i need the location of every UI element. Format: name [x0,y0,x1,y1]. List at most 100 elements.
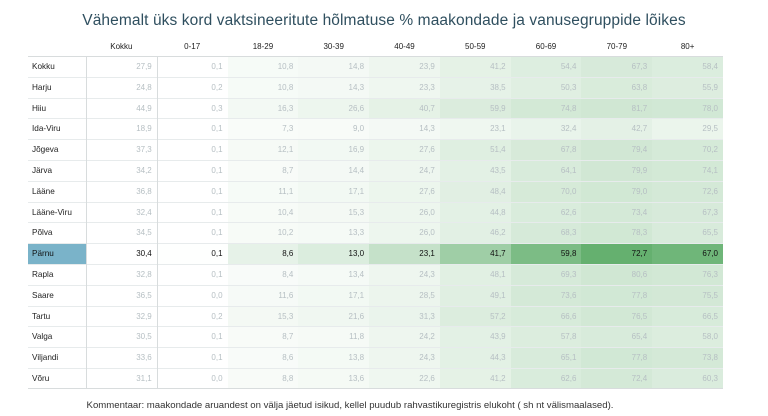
heatmap-cell: 44,8 [439,202,511,223]
table-row[interactable]: Lääne-Viru 32,4 0,1 10,4 15,3 26,0 44,8 62,6 73,… [28,201,723,223]
row-label[interactable]: Võru [32,373,50,383]
row-label[interactable]: Kokku [32,62,55,71]
heatmap-cell: 0,1 [156,264,228,285]
table-row[interactable]: Põlva 34,5 0,1 10,2 13,3 26,0 46,2 68,3 78,3 65,5 [28,222,723,244]
row-label[interactable]: Jõgeva [32,145,59,155]
heatmap-cell: 11,8 [298,327,370,348]
heatmap-cell: 40,7 [369,98,440,119]
heatmap-cell: 73,8 [652,348,723,368]
heatmap-cell: 79,9 [581,160,653,181]
table-row[interactable]: Ida-Viru 18,9 0,1 7,3 9,0 14,3 23,1 32,4 42,7 29,… [28,118,723,140]
heatmap-cell: 44,9 [136,103,152,113]
heatmap-cell: 0,1 [156,244,228,264]
heatmap-cell: 0,1 [156,348,228,368]
heatmap-cell: 41,2 [439,368,511,388]
heatmap-cell: 14,4 [298,160,370,181]
heatmap-cell: 30,4 [136,249,152,259]
heatmap-cell: 65,4 [581,327,653,348]
heatmap-cell: 63,8 [581,77,653,98]
table-row[interactable]: Rapla 32,8 0,1 8,4 13,4 24,3 48,1 69,3 80,6 76,3 [28,263,723,285]
table-row[interactable]: Saare 36,5 0,0 11,6 17,1 28,5 49,1 73,6 77,8 75,5 [28,284,723,306]
column-header-18-29: 18-29 [252,42,274,51]
heatmap-cell: 74,1 [652,160,723,181]
table-row[interactable]: Viljandi 33,6 0,1 8,6 13,8 24,3 44,3 65,1 77,8 73… [28,347,723,368]
row-label[interactable]: Pärnu [28,244,86,264]
row-label[interactable]: Rapla [32,269,54,279]
row-label[interactable]: Lääne-Viru [32,207,72,217]
column-header-30-39: 30-39 [323,42,344,51]
heatmap-cell: 76,3 [652,264,723,285]
row-label[interactable]: Lääne [32,186,55,196]
heatmap-cell: 75,5 [652,285,723,306]
heatmap-cell: 76,5 [581,306,653,327]
table-row[interactable]: Hiiu 44,9 0,3 16,3 26,6 40,7 59,9 74,8 81,7 78,0 [28,97,723,119]
heatmap-cell: 46,2 [439,223,511,244]
row-label[interactable]: Viljandi [32,353,59,363]
heatmap-cell: 17,1 [298,285,370,306]
row-label[interactable]: Hiiu [32,103,47,113]
heatmap-cell: 0,1 [156,160,228,181]
table-row[interactable]: Pärnu 30,4 0,1 8,6 13,0 23,1 41,7 59,8 72,7 67,0 [28,243,723,264]
heatmap-cell: 15,3 [227,306,299,327]
heatmap-cell: 59,9 [439,98,511,119]
heatmap-cell: 24,3 [369,348,440,368]
heatmap-cell: 8,8 [227,368,299,388]
chart-title: Vähemalt üks kord vaktsineeritute hõlmat… [82,12,686,29]
table-row[interactable]: Harju 24,8 0,2 10,8 14,3 23,3 38,5 50,3 63,8 55,9 [28,76,723,98]
heatmap-cell: 0,1 [156,223,228,244]
table-row[interactable]: Järva 34,2 0,1 8,7 14,4 24,7 43,5 64,1 79,9 74,1 [28,159,723,181]
heatmap-cell: 16,3 [227,98,299,119]
heatmap-cell: 55,9 [652,77,723,98]
heatmap-cell: 9,0 [298,119,370,140]
heatmap-cell: 36,5 [136,290,152,300]
heatmap-cell: 65,5 [652,223,723,244]
column-header-0-17: 0-17 [184,42,201,51]
heatmap-cell: 11,1 [227,181,299,202]
table-row[interactable]: Jõgeva 37,3 0,1 12,1 16,9 27,6 51,4 67,8 79,4 70,… [28,139,723,160]
heatmap-cell: 18,9 [136,124,152,134]
heatmap-cell: 36,8 [136,186,152,196]
heatmap-cell: 16,9 [298,140,370,160]
heatmap-cell: 0,2 [156,306,228,327]
row-label[interactable]: Tartu [32,311,51,321]
table-row[interactable]: Valga 30,5 0,1 8,7 11,8 24,2 43,9 57,8 65,4 58,0 [28,326,723,348]
heatmap-cell: 73,6 [510,285,582,306]
column-header-40-49: 40-49 [394,42,415,51]
row-label[interactable]: Põlva [32,228,53,238]
heatmap-cell: 24,2 [369,327,440,348]
heatmap-cell: 24,8 [136,82,152,92]
heatmap-cell: 72,7 [581,244,653,264]
heatmap-cell: 81,7 [581,98,653,119]
heatmap-cell: 66,6 [510,306,582,327]
heatmap-cell: 13,4 [298,264,370,285]
table-row[interactable]: Võru 31,1 0,0 8,8 13,6 22,6 41,2 62,6 72,4 60,3 [28,367,723,389]
heatmap-cell: 72,6 [652,181,723,202]
heatmap-cell: 48,1 [439,264,511,285]
column-header-60-69: 60-69 [535,42,557,51]
heatmap-cell: 80,6 [581,264,653,285]
row-label[interactable]: Harju [32,82,52,92]
heatmap-cell: 68,3 [510,223,582,244]
heatmap-cell: 27,9 [136,62,152,71]
footer-comment: Kommentaar: maakondade aruandest on välj… [86,400,614,411]
heatmap-cell: 13,8 [298,348,370,368]
heatmap-cell: 60,3 [652,368,723,388]
heatmap-cell: 13,3 [298,223,370,244]
row-label[interactable]: Saare [32,290,54,300]
heatmap-cell: 62,6 [510,368,582,388]
table-row[interactable]: Tartu 32,9 0,2 15,3 21,6 31,3 57,2 66,6 76,5 66,5 [28,305,723,327]
row-label[interactable]: Järva [32,165,53,175]
heatmap-cell: 31,1 [136,373,152,383]
heatmap-cell: 22,6 [369,368,440,388]
row-label[interactable]: Ida-Viru [32,124,61,134]
row-label[interactable]: Valga [32,332,53,342]
heatmap-cell: 74,8 [510,98,582,119]
heatmap-cell: 8,4 [227,264,299,285]
heatmap-cell: 79,4 [581,140,653,160]
table-row[interactable]: Kokku 27,9 0,1 10,8 14,8 23,9 41,2 54,4 67,3 58,4 [28,56,723,77]
heatmap-cell: 11,6 [227,285,299,306]
heatmap-cell: 77,8 [581,285,653,306]
heatmap-cell: 7,3 [227,119,299,140]
heatmap-cell: 28,5 [369,285,440,306]
table-row[interactable]: Lääne 36,8 0,1 11,1 17,1 27,6 48,4 70,0 79,0 72,6 [28,180,723,202]
